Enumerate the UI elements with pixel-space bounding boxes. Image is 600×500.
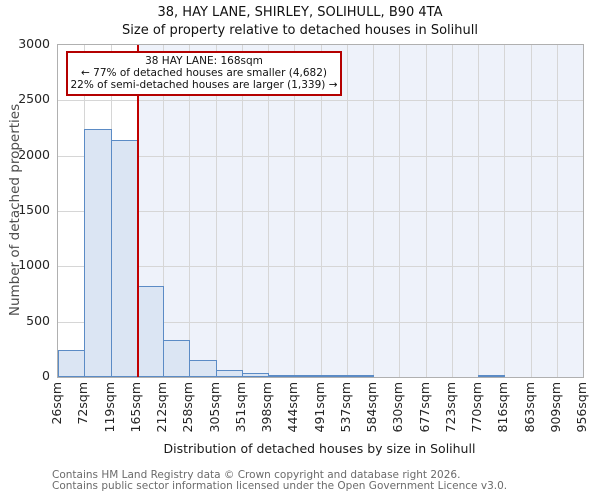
- x-tick-label: 723sqm: [442, 382, 458, 433]
- plot-area: 38 HAY LANE: 168sqm ← 77% of detached ho…: [57, 44, 584, 378]
- y-tick-label: 2000: [18, 146, 50, 162]
- x-tick-label: 909sqm: [547, 382, 563, 433]
- annotation-line-1: 38 HAY LANE: 168sqm: [145, 55, 263, 67]
- y-tick-label: 1000: [18, 257, 50, 273]
- x-tick-label: 537sqm: [337, 382, 353, 433]
- histogram-bar: [320, 375, 348, 377]
- annotation-line-2: ← 77% of detached houses are smaller (4,…: [81, 67, 327, 79]
- histogram-bar: [136, 286, 164, 377]
- x-tick-label: 258sqm: [180, 382, 196, 433]
- x-tick-label: 956sqm: [574, 382, 589, 433]
- y-tick-label: 2500: [18, 91, 50, 107]
- x-tick-label: 305sqm: [206, 382, 222, 433]
- histogram-bar: [268, 374, 296, 377]
- horizontal-gridline: [58, 155, 583, 157]
- x-tick-label: 584sqm: [364, 382, 379, 433]
- x-tick-label: 72sqm: [75, 382, 91, 425]
- histogram-bar: [294, 375, 322, 377]
- x-tick-label: 351sqm: [232, 382, 248, 433]
- chart-subtitle: Size of property relative to detached ho…: [122, 23, 478, 38]
- histogram-bar: [215, 369, 243, 377]
- annotation-line-3: 22% of semi-detached houses are larger (…: [70, 79, 338, 91]
- x-tick-label: 677sqm: [416, 382, 432, 433]
- y-tick-label: 1500: [18, 202, 50, 217]
- y-tick-label: 500: [26, 312, 50, 328]
- footer-attribution-line-2: Contains public sector information licen…: [52, 480, 508, 492]
- histogram-bar: [241, 372, 269, 377]
- property-size-marker-line: [137, 45, 140, 377]
- histogram-bar: [110, 140, 138, 377]
- y-tick-label: 0: [42, 368, 50, 383]
- horizontal-gridline: [58, 211, 583, 212]
- y-tick-label: 3000: [18, 36, 50, 51]
- x-tick-label: 398sqm: [259, 382, 274, 433]
- annotation-box: 38 HAY LANE: 168sqm ← 77% of detached ho…: [66, 51, 342, 96]
- histogram-bar: [58, 349, 86, 377]
- x-tick-label: 212sqm: [154, 382, 169, 433]
- horizontal-gridline: [58, 266, 583, 268]
- x-tick-label: 444sqm: [285, 382, 301, 433]
- x-axis-label: Distribution of detached houses by size …: [163, 441, 476, 456]
- x-tick-label: 630sqm: [390, 382, 406, 433]
- histogram-bar: [189, 359, 217, 377]
- x-tick-label: 816sqm: [495, 382, 511, 433]
- histogram-bar: [346, 375, 374, 377]
- horizontal-gridline: [58, 321, 583, 323]
- footer-attribution-line-1: Contains HM Land Registry data © Crown c…: [52, 469, 461, 481]
- histogram-bar: [478, 375, 506, 377]
- histogram-bar: [163, 340, 191, 377]
- x-tick-label: 26sqm: [49, 382, 64, 425]
- horizontal-gridline: [58, 100, 583, 102]
- x-tick-label: 165sqm: [127, 382, 143, 433]
- histogram-bar: [84, 129, 112, 377]
- chart-title: 38, HAY LANE, SHIRLEY, SOLIHULL, B90 4TA: [157, 5, 443, 20]
- x-tick-label: 119sqm: [101, 382, 117, 433]
- x-tick-label: 770sqm: [469, 382, 484, 433]
- x-tick-label: 863sqm: [521, 382, 537, 433]
- x-tick-label: 491sqm: [311, 382, 327, 433]
